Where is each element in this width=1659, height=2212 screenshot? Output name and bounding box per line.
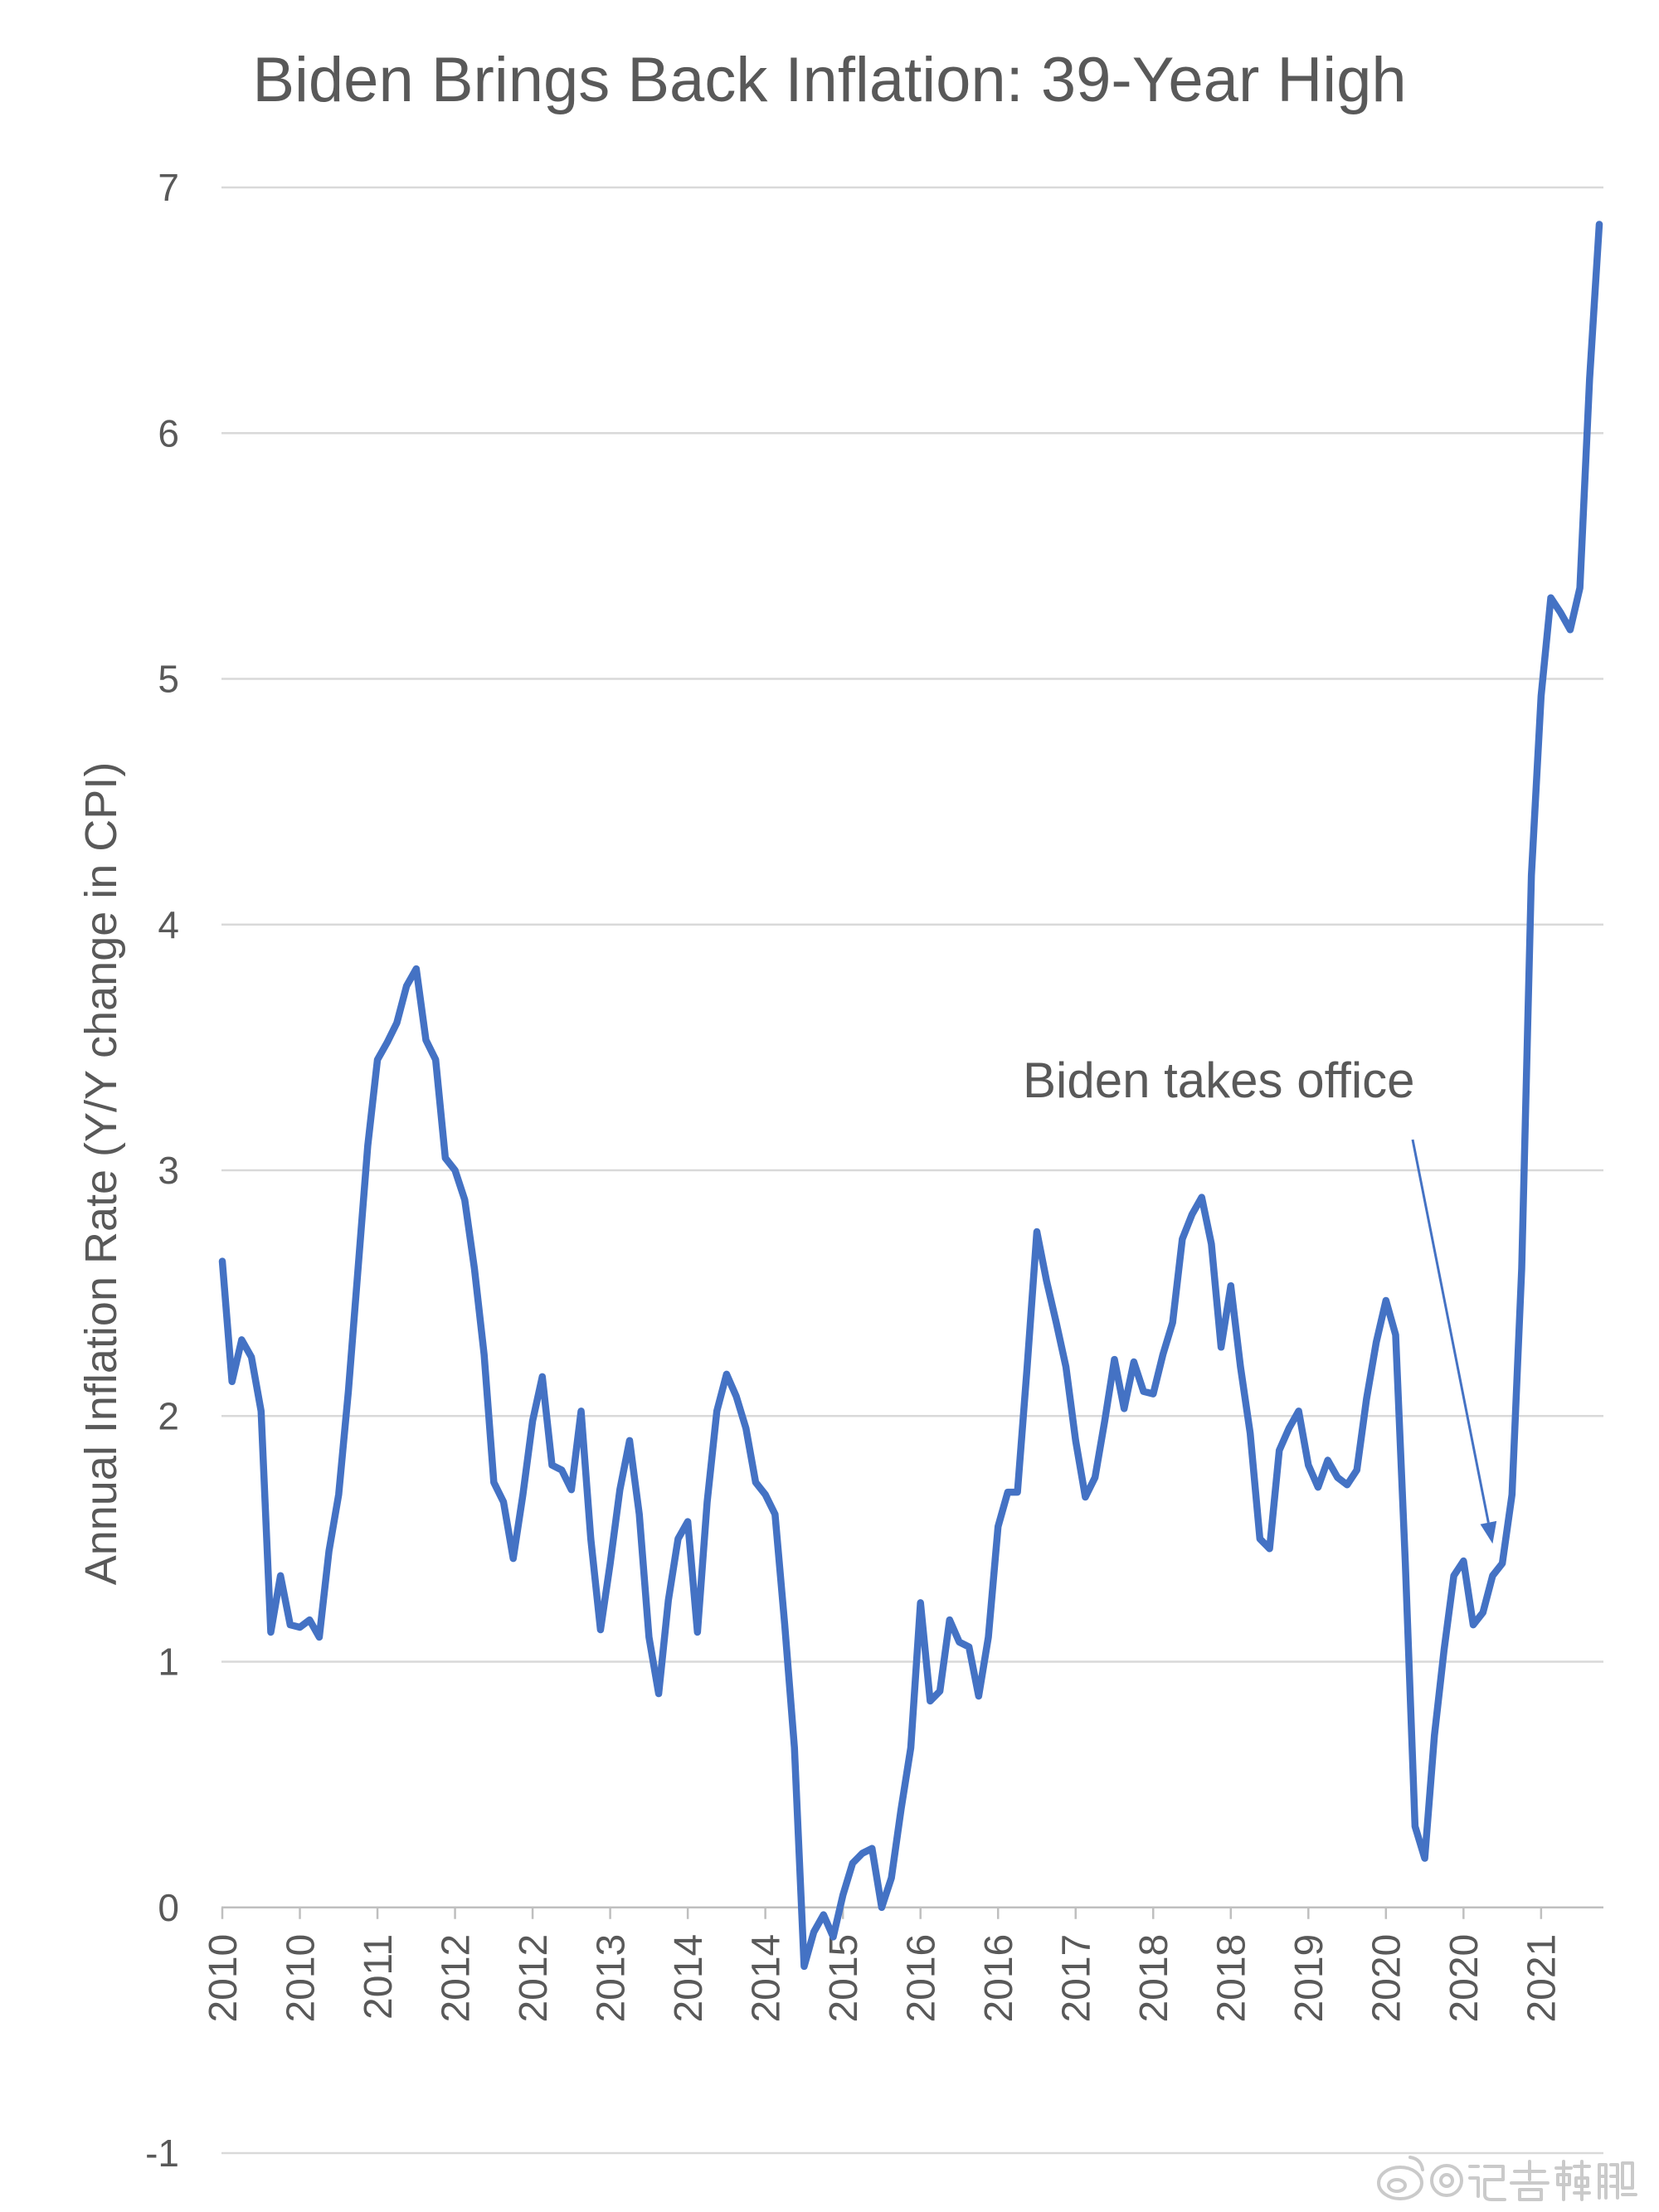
x-tick-label: 2012 bbox=[512, 1934, 556, 2023]
y-axis-ticks: 7 6 5 4 3 2 1 0 -1 bbox=[145, 166, 179, 2175]
x-tick-label: 2014 bbox=[744, 1934, 788, 2023]
y-tick-label: 4 bbox=[158, 903, 179, 946]
x-tick-label: 2016 bbox=[977, 1934, 1021, 2023]
x-tick-label: 2012 bbox=[434, 1934, 478, 2023]
x-tick-label: 2016 bbox=[899, 1934, 943, 2023]
watermark-at-outer bbox=[1430, 2164, 1463, 2197]
x-tick-label: 2019 bbox=[1287, 1934, 1331, 2023]
series-line bbox=[218, 221, 1603, 1971]
y-tick-label: 0 bbox=[158, 1886, 179, 1929]
x-tick-label: 2011 bbox=[357, 1934, 401, 2020]
annotation-label: Biden takes office bbox=[1023, 1053, 1415, 1108]
annotation: Biden takes office bbox=[1023, 1053, 1497, 1544]
x-tick-label: 2017 bbox=[1055, 1934, 1099, 2023]
x-tick-label: 2015 bbox=[822, 1934, 866, 2023]
annotation-arrow-line bbox=[1411, 1139, 1490, 1524]
watermark-glyph bbox=[1510, 2160, 1550, 2201]
x-tick-label: 2010 bbox=[202, 1934, 246, 2023]
watermark-at-symbol bbox=[1430, 2164, 1463, 2197]
series-group bbox=[218, 221, 1603, 1971]
x-axis: 2010 2010 2011 2012 2012 2013 2014 2014 2015 2016… bbox=[202, 1906, 1603, 2023]
gridlines bbox=[221, 186, 1603, 2155]
x-tick-label: 2021 bbox=[1520, 1934, 1564, 2023]
x-tick-label: 2013 bbox=[589, 1934, 633, 2023]
y-tick-label: 3 bbox=[158, 1149, 179, 1192]
y-tick-label: 7 bbox=[158, 166, 179, 209]
y-tick-label: 5 bbox=[158, 658, 179, 701]
y-tick-label: 2 bbox=[158, 1394, 179, 1437]
y-tick-label: 6 bbox=[158, 411, 179, 455]
watermark-glyph bbox=[1468, 2165, 1506, 2201]
weibo-logo-icon bbox=[1377, 2156, 1424, 2200]
y-tick-label: -1 bbox=[145, 2132, 179, 2175]
weibo-logo-arc bbox=[1408, 2156, 1424, 2171]
chart-title: Biden Brings Back Inflation: 39-Year Hig… bbox=[252, 45, 1406, 115]
x-tick-label: 2018 bbox=[1132, 1934, 1176, 2023]
weibo-logo-outline bbox=[1377, 2166, 1423, 2200]
watermark-glyph bbox=[1598, 2161, 1637, 2200]
watermark-glyph bbox=[1554, 2160, 1591, 2201]
y-axis-label: Annual Inflation Rate (Y/Y change in CPI… bbox=[76, 762, 126, 1586]
annotation-arrowhead bbox=[1480, 1520, 1497, 1544]
weibo-logo-eye bbox=[1387, 2178, 1407, 2193]
y-tick-label: 1 bbox=[158, 1641, 179, 1684]
x-tick-label: 2010 bbox=[279, 1934, 323, 2023]
x-tick-label: 2020 bbox=[1365, 1934, 1409, 2023]
watermark bbox=[1377, 2156, 1637, 2201]
x-tick-label: 2020 bbox=[1443, 1934, 1486, 2023]
watermark-at-inner bbox=[1439, 2173, 1454, 2188]
x-tick-label: 2018 bbox=[1210, 1934, 1254, 2023]
x-tick-label: 2014 bbox=[667, 1934, 711, 2023]
